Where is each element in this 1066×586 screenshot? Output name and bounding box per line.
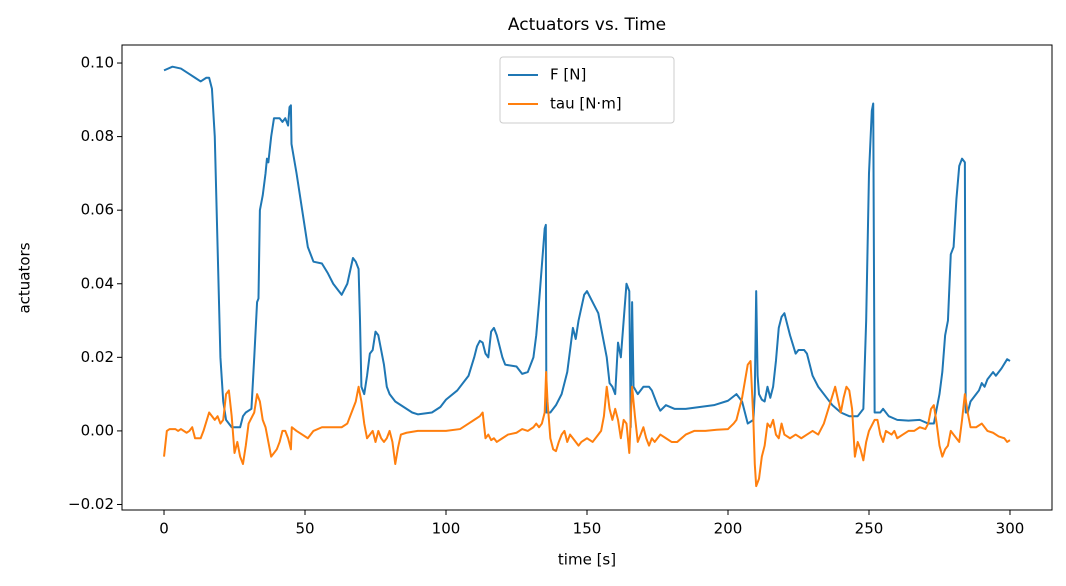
legend-label: tau [N·m] xyxy=(550,95,622,113)
line-series xyxy=(163,65,1011,429)
chart-title: Actuators vs. Time xyxy=(508,15,666,35)
y-tick-label: 0.10 xyxy=(81,54,114,72)
y-axis-label: actuators xyxy=(16,242,34,313)
y-tick-label: 0.00 xyxy=(81,421,114,439)
plot-area xyxy=(163,65,1011,488)
legend-box xyxy=(499,56,675,124)
y-tick-label: 0.02 xyxy=(81,348,114,366)
y-tick-label: 0.08 xyxy=(81,127,114,145)
line-series xyxy=(163,360,1011,488)
x-tick-label: 150 xyxy=(573,520,602,538)
x-tick-label: 50 xyxy=(295,520,314,538)
x-tick-label: 300 xyxy=(996,520,1025,538)
y-tick-label: 0.04 xyxy=(81,274,114,292)
axes-frame xyxy=(121,44,1053,511)
x-axis-label: time [s] xyxy=(558,551,616,569)
legend-label: F [N] xyxy=(550,66,586,84)
x-tick-label: 100 xyxy=(432,520,461,538)
y-tick-label: 0.06 xyxy=(81,201,114,219)
y-tick-label: −0.02 xyxy=(68,495,114,513)
x-tick-label: 200 xyxy=(714,520,743,538)
x-tick-label: 250 xyxy=(855,520,884,538)
x-tick-label: 0 xyxy=(159,520,169,538)
